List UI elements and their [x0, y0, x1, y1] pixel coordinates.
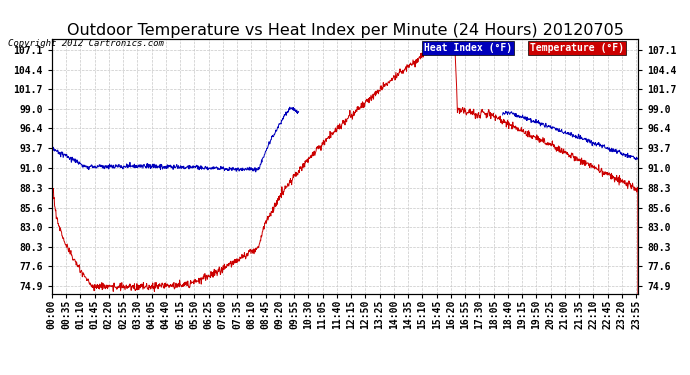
Text: Copyright 2012 Cartronics.com: Copyright 2012 Cartronics.com [8, 39, 164, 48]
Text: Temperature (°F): Temperature (°F) [530, 43, 624, 53]
Text: Heat Index (°F): Heat Index (°F) [424, 43, 512, 53]
Title: Outdoor Temperature vs Heat Index per Minute (24 Hours) 20120705: Outdoor Temperature vs Heat Index per Mi… [66, 23, 624, 38]
